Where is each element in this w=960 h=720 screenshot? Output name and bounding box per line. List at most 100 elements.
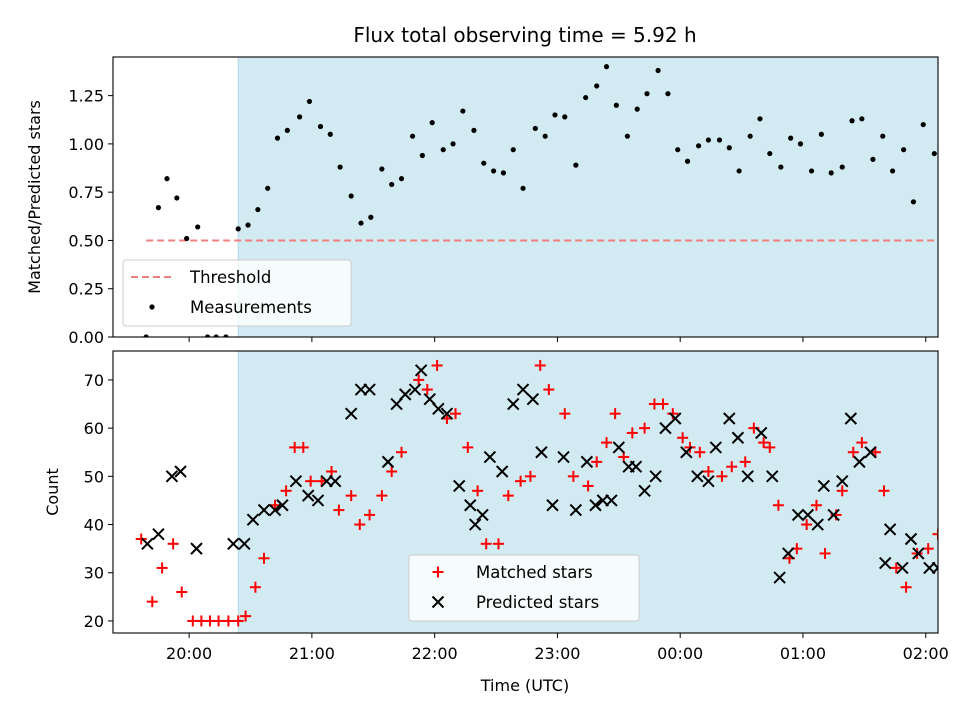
measurement-point bbox=[255, 206, 261, 213]
measurement-point bbox=[747, 133, 753, 139]
measurement-point bbox=[235, 226, 241, 232]
measurement-point bbox=[624, 133, 630, 139]
measurement-point bbox=[379, 166, 385, 172]
predicted-star-point bbox=[190, 542, 203, 555]
measurement-point bbox=[562, 114, 568, 120]
measurement-point bbox=[767, 150, 773, 157]
measurement-point bbox=[460, 108, 466, 114]
x-axis-label: Time (UTC) bbox=[480, 676, 569, 695]
predicted-star-point bbox=[864, 446, 877, 459]
measurement-point bbox=[429, 120, 435, 126]
top-legend-box bbox=[122, 259, 352, 327]
matched-star-point bbox=[258, 552, 270, 564]
predicted-star-point bbox=[569, 503, 583, 517]
predicted-star-point bbox=[944, 562, 955, 573]
top-y-tick-label: 0.00 bbox=[68, 328, 104, 347]
measurement-point bbox=[440, 147, 446, 153]
measurement-point bbox=[542, 133, 548, 139]
measurement-point bbox=[358, 220, 364, 226]
measurement-point bbox=[716, 137, 723, 143]
matched-star-point bbox=[890, 562, 902, 574]
matched-star-point bbox=[431, 359, 443, 371]
matched-star-point bbox=[515, 475, 527, 487]
measurement-point bbox=[613, 102, 619, 108]
predicted-star-point bbox=[344, 407, 358, 420]
matched-star-point bbox=[333, 504, 345, 516]
predicted-star-point bbox=[301, 489, 315, 502]
measurement-point bbox=[603, 64, 610, 70]
predicted-star-point bbox=[476, 508, 489, 522]
measurement-point bbox=[409, 133, 416, 139]
predicted-star-point bbox=[141, 537, 154, 551]
predicted-star-point bbox=[152, 527, 165, 541]
matched-star-point bbox=[354, 519, 366, 531]
measurement-point bbox=[337, 164, 343, 170]
matched-star-point bbox=[591, 456, 603, 468]
measurement-point bbox=[665, 91, 671, 97]
matched-star-point bbox=[305, 475, 317, 487]
top-panel: 0.00 0.25 0.50 0.75 1.00 1.25 Matched/Predict… bbox=[25, 56, 939, 347]
measurement-point bbox=[348, 193, 354, 199]
measurement-point bbox=[757, 116, 763, 122]
predicted-star-point bbox=[174, 465, 187, 478]
matched-star-point bbox=[249, 581, 261, 593]
matched-star-point bbox=[609, 408, 621, 420]
matched-star-point bbox=[450, 408, 462, 420]
legend-measurements-label: Measurements bbox=[190, 298, 312, 317]
predicted-star-point bbox=[605, 494, 618, 507]
measurement-point bbox=[317, 123, 324, 130]
measurement-point bbox=[419, 152, 425, 159]
predicted-star-point bbox=[731, 431, 745, 444]
top-y-tick-label: 0.25 bbox=[68, 280, 104, 299]
predicted-star-point bbox=[329, 474, 342, 488]
measurement-point bbox=[828, 170, 834, 176]
matched-star-point bbox=[524, 470, 536, 482]
matched-star-point bbox=[364, 509, 376, 521]
matched-star-point bbox=[297, 441, 309, 453]
matched-star-point bbox=[559, 408, 571, 420]
matched-star-point bbox=[502, 490, 514, 502]
top-y-tick-label: 1.00 bbox=[68, 135, 104, 154]
predicted-star-point bbox=[257, 503, 271, 517]
matched-star-point bbox=[932, 528, 938, 540]
predicted-star-point bbox=[844, 412, 858, 425]
top-y-tick-label: 1.25 bbox=[68, 87, 104, 106]
predicted-star-point bbox=[853, 455, 866, 469]
measurement-point bbox=[594, 83, 600, 89]
predicted-star-point bbox=[659, 421, 672, 435]
measurement-point bbox=[880, 133, 886, 139]
predicted-star-point bbox=[931, 561, 938, 575]
measurement-point bbox=[174, 195, 180, 201]
bottom-legend: Matched stars Predicted stars bbox=[408, 554, 640, 622]
measurement-point bbox=[839, 164, 845, 170]
measurement-point bbox=[164, 176, 170, 182]
top-axes-frame bbox=[112, 56, 939, 338]
measurement-point bbox=[500, 170, 507, 176]
measurement-point bbox=[398, 176, 405, 182]
legend-threshold-label: Threshold bbox=[189, 268, 271, 287]
measurement-point bbox=[143, 334, 149, 337]
predicted-star-point bbox=[546, 499, 559, 512]
bottom-panel: 20 30 40 50 60 70 20:00 21:00 22:00 23:00 00:00 01:… bbox=[43, 350, 960, 695]
predicted-star-point bbox=[414, 364, 428, 377]
measurement-point bbox=[778, 164, 784, 170]
predicted-star-point bbox=[535, 446, 548, 459]
matched-star-point bbox=[582, 480, 594, 492]
measurement-point bbox=[655, 67, 661, 74]
predicted-star-point bbox=[408, 383, 422, 396]
matched-star-point bbox=[232, 615, 244, 627]
predicted-star-point bbox=[612, 441, 626, 454]
matched-star-point bbox=[950, 606, 960, 617]
matched-star-point bbox=[726, 461, 738, 473]
measurement-point bbox=[274, 135, 281, 141]
measurement-point bbox=[532, 125, 538, 132]
measurement-point bbox=[870, 156, 876, 162]
measurement-point bbox=[450, 141, 456, 147]
predicted-star-point bbox=[766, 470, 779, 483]
predicted-star-point bbox=[638, 484, 651, 498]
measurement-point bbox=[910, 199, 917, 205]
matched-star-point bbox=[492, 538, 504, 550]
predicted-star-point bbox=[836, 474, 849, 488]
measurement-point bbox=[859, 116, 865, 122]
predicted-star-point bbox=[680, 446, 693, 459]
